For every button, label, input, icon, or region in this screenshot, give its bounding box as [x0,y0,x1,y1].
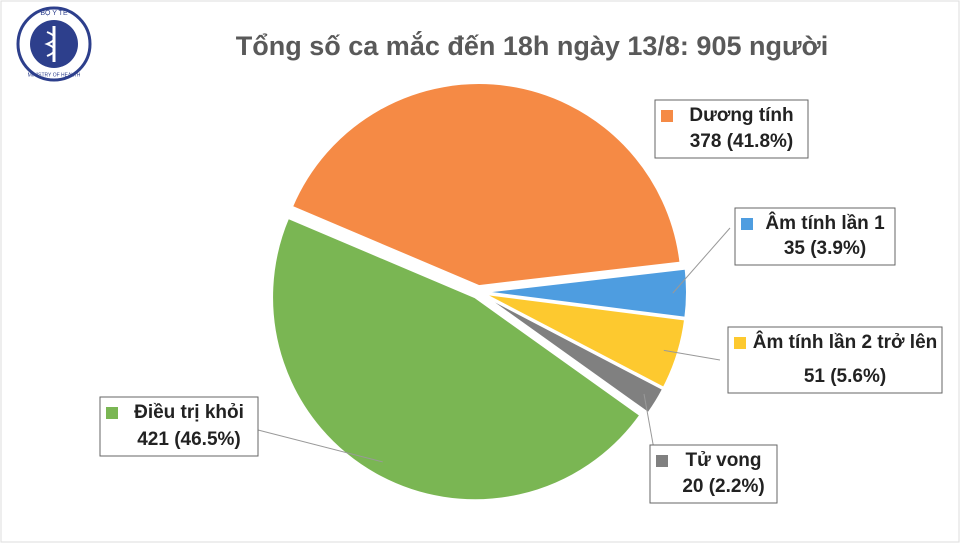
pie-slice [290,82,682,288]
legend-swatch [661,110,673,122]
leader-line [663,349,721,361]
leader-line [257,429,383,463]
pie-slice [271,216,642,502]
pie-slice [482,294,665,415]
label-box [649,444,778,504]
label-box [734,207,896,266]
legend-swatch [734,337,746,349]
label-box [654,99,809,159]
value-label: 421 (46.5%) [137,429,241,450]
logo-top: BỘ Y TẾ [40,7,68,17]
value-label: 378 (41.8%) [690,131,794,152]
label-box [727,326,943,394]
value-label: 20 (2.2%) [682,476,764,497]
label-box [99,396,259,457]
legend-swatch [656,455,668,467]
label-name: Âm tính lần 2 trở lên [753,331,938,353]
legend-swatch [106,407,118,419]
pie-slice [483,267,688,319]
label-name: Điều trị khỏi [134,402,244,423]
logo: BỘ Y TẾ MINISTRY OF HEALTH [16,6,92,82]
value-label: 35 (3.9%) [784,238,866,259]
pie-slice [483,292,687,390]
legend-swatch [741,218,753,230]
label-name: Dương tính [689,105,793,126]
value-label: 51 (5.6%) [804,366,886,387]
logo-bottom: MINISTRY OF HEALTH [28,72,81,78]
logo-snake [44,31,56,57]
leader-line [672,227,731,294]
label-name: Tử vong [685,450,761,471]
label-name: Âm tính lần 1 [765,212,885,234]
chart-title: Tổng số ca mắc đến 18h ngày 13/8: 905 ng… [236,30,828,61]
